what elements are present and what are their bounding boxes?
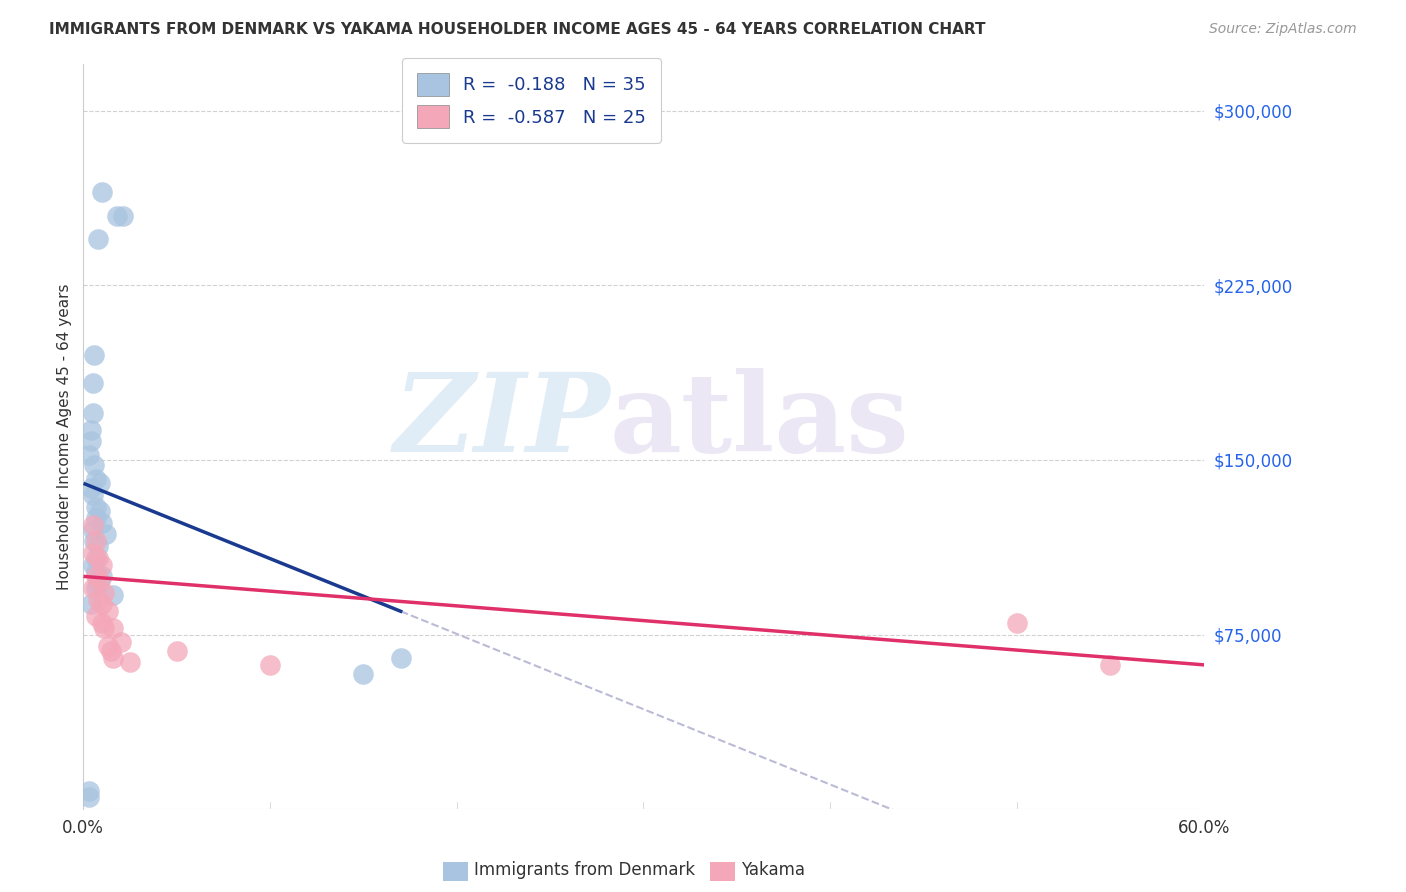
Point bbox=[111, 209, 134, 223]
Point bbox=[1099, 657, 1122, 672]
Point bbox=[82, 558, 104, 572]
Point bbox=[389, 650, 412, 665]
Point bbox=[91, 615, 114, 630]
Point bbox=[80, 434, 103, 449]
Point bbox=[86, 569, 108, 583]
Point bbox=[83, 348, 105, 362]
Point bbox=[77, 783, 100, 797]
Point bbox=[82, 581, 104, 595]
Point bbox=[87, 592, 110, 607]
Point bbox=[86, 534, 108, 549]
Point bbox=[91, 569, 114, 583]
Point bbox=[87, 232, 110, 246]
Point bbox=[101, 621, 124, 635]
Point bbox=[101, 650, 124, 665]
Point bbox=[83, 534, 105, 549]
Text: atlas: atlas bbox=[610, 368, 910, 475]
Point bbox=[86, 581, 108, 595]
Point bbox=[86, 511, 108, 525]
Point bbox=[100, 644, 122, 658]
Point bbox=[82, 523, 104, 537]
Point bbox=[89, 476, 111, 491]
Point bbox=[77, 790, 100, 805]
Y-axis label: Householder Income Ages 45 - 64 years: Householder Income Ages 45 - 64 years bbox=[58, 284, 72, 590]
Point bbox=[82, 376, 104, 391]
Point bbox=[97, 604, 120, 618]
Point bbox=[86, 500, 108, 514]
Point bbox=[91, 186, 114, 200]
Point bbox=[82, 407, 104, 421]
Point bbox=[1005, 615, 1028, 630]
Point bbox=[87, 539, 110, 553]
Legend: R =  -0.188   N = 35, R =  -0.587   N = 25: R = -0.188 N = 35, R = -0.587 N = 25 bbox=[402, 59, 661, 143]
Point bbox=[101, 588, 124, 602]
Text: Yakama: Yakama bbox=[741, 861, 806, 879]
Point bbox=[80, 597, 103, 611]
Point bbox=[89, 504, 111, 518]
Text: Source: ZipAtlas.com: Source: ZipAtlas.com bbox=[1209, 22, 1357, 37]
Point bbox=[118, 656, 141, 670]
Point bbox=[80, 481, 103, 495]
Point bbox=[87, 550, 110, 565]
Point bbox=[83, 458, 105, 472]
Point bbox=[82, 546, 104, 560]
Point bbox=[77, 448, 100, 462]
Point bbox=[97, 639, 120, 653]
Point bbox=[86, 609, 108, 624]
Text: Immigrants from Denmark: Immigrants from Denmark bbox=[474, 861, 695, 879]
Point bbox=[87, 576, 110, 591]
Point bbox=[93, 585, 115, 599]
Point bbox=[91, 558, 114, 572]
Point bbox=[110, 634, 132, 648]
Text: IMMIGRANTS FROM DENMARK VS YAKAMA HOUSEHOLDER INCOME AGES 45 - 64 YEARS CORRELAT: IMMIGRANTS FROM DENMARK VS YAKAMA HOUSEH… bbox=[49, 22, 986, 37]
Point bbox=[166, 644, 188, 658]
Point bbox=[91, 597, 114, 611]
Point bbox=[259, 657, 281, 672]
Point bbox=[82, 518, 104, 533]
Point bbox=[94, 527, 117, 541]
Text: ZIP: ZIP bbox=[394, 368, 610, 475]
Point bbox=[86, 565, 108, 579]
Point bbox=[352, 667, 374, 681]
Point bbox=[86, 472, 108, 486]
Point bbox=[86, 550, 108, 565]
Point bbox=[93, 621, 115, 635]
Point bbox=[82, 488, 104, 502]
Point bbox=[91, 516, 114, 530]
Point bbox=[105, 209, 128, 223]
Point bbox=[89, 574, 111, 588]
Point bbox=[80, 423, 103, 437]
